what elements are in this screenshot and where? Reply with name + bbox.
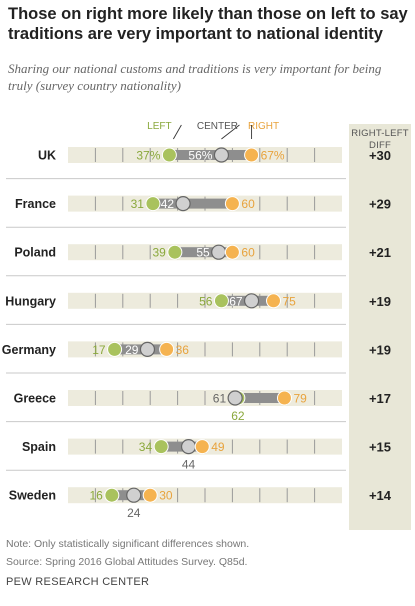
right-value-label: 79 <box>293 392 307 406</box>
diff-value: +15 <box>369 440 391 455</box>
left-dot <box>145 196 161 212</box>
right-value-label: 60 <box>241 197 255 211</box>
center-value-label: 55 <box>196 246 210 260</box>
right-dot <box>159 341 175 357</box>
left-value-label: 37% <box>136 149 160 163</box>
left-dot <box>161 147 177 163</box>
country-label: Greece <box>14 392 56 406</box>
country-label: UK <box>38 149 56 163</box>
country-label: Germany <box>2 343 56 357</box>
left-value-label: 39 <box>153 246 167 260</box>
chart-row <box>6 226 346 261</box>
right-value-label: 49 <box>211 440 225 454</box>
left-dot <box>153 439 169 455</box>
center-value-label: 56% <box>188 149 212 163</box>
legend-left-label: LEFT <box>147 121 171 132</box>
country-label: France <box>15 197 56 211</box>
left-value-label: 34 <box>139 440 153 454</box>
left-value-label: 62 <box>231 409 245 423</box>
country-label: Spain <box>22 440 56 454</box>
range-bar <box>174 247 233 258</box>
right-dot <box>244 147 260 163</box>
center-dot <box>180 439 197 455</box>
center-dot <box>139 341 156 357</box>
diff-column-background <box>349 124 411 530</box>
diff-value: +17 <box>369 391 391 406</box>
chart-row <box>6 323 346 358</box>
range-bar <box>152 198 233 209</box>
right-value-label: 67% <box>261 149 285 163</box>
country-label: Sweden <box>9 489 56 503</box>
right-value-label: 30 <box>159 489 173 503</box>
left-dot <box>167 244 183 260</box>
center-value-label: 29 <box>125 343 139 357</box>
chart-row <box>6 275 346 309</box>
chart-row <box>6 178 346 212</box>
right-dot <box>224 244 240 260</box>
legend-left-arrow <box>172 124 182 140</box>
diff-header-line-2: DIFF <box>369 140 391 151</box>
left-value-label: 56 <box>199 294 213 308</box>
center-dot <box>211 244 227 260</box>
center-value-label: 44 <box>182 458 196 472</box>
diff-value: +19 <box>369 342 391 357</box>
country-label: Poland <box>14 246 56 260</box>
right-value-label: 60 <box>241 246 255 260</box>
right-dot <box>266 293 281 309</box>
center-dot <box>175 196 191 212</box>
left-dot <box>213 293 229 309</box>
left-dot <box>107 341 123 357</box>
diff-value: +21 <box>369 245 391 260</box>
diff-value: +30 <box>369 148 391 163</box>
note-text: Note: Only statistically significant dif… <box>6 538 250 550</box>
right-dot <box>142 487 158 503</box>
chart-subtitle: Sharing our national customs and traditi… <box>8 61 382 93</box>
country-label: Hungary <box>5 294 56 308</box>
diff-value: +29 <box>369 197 391 212</box>
chart-title: Those on right more likely than those on… <box>8 5 408 43</box>
range-bar <box>169 150 252 160</box>
right-dot <box>194 439 210 455</box>
center-dot <box>227 390 243 406</box>
chart-row <box>6 469 346 504</box>
chart-row <box>6 372 346 406</box>
left-value-label: 16 <box>89 489 103 503</box>
brand-footer: PEW RESEARCH CENTER <box>6 576 150 588</box>
right-dot <box>224 196 240 212</box>
center-value-label: 24 <box>127 506 141 520</box>
left-dot <box>104 487 120 503</box>
center-value-label: 61 <box>213 392 227 406</box>
right-value-label: 75 <box>283 294 297 308</box>
left-value-label: 31 <box>131 197 145 211</box>
center-dot <box>126 487 142 503</box>
center-value-label: 42 <box>161 197 175 211</box>
source-text: Source: Spring 2016 Global Attitudes Sur… <box>6 556 248 568</box>
center-value-label: 67 <box>229 294 243 308</box>
center-dot <box>243 293 260 309</box>
right-dot <box>276 390 292 406</box>
diff-header-line-1: RIGHT-LEFT <box>351 128 409 139</box>
center-dot <box>213 147 230 163</box>
legend-right-label: RIGHT <box>248 121 279 132</box>
legend-center-label: CENTER <box>197 121 238 132</box>
chart-row <box>68 147 342 163</box>
chart-row <box>6 421 346 455</box>
right-value-label: 36 <box>176 343 190 357</box>
range-bar <box>235 393 285 403</box>
left-value-label: 17 <box>92 343 106 357</box>
diff-value: +19 <box>369 294 391 309</box>
legend-center-arrow <box>221 124 240 140</box>
diff-value: +14 <box>369 488 392 503</box>
diff-column-header: RIGHT-LEFT DIFF <box>349 128 411 152</box>
